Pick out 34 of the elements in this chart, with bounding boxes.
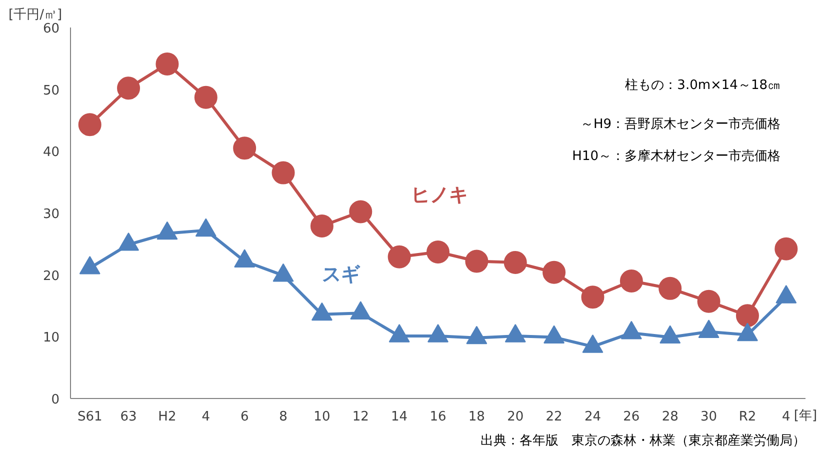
x-tick-label: 24 — [584, 410, 602, 424]
annotation: ～H9：吾野原木センター市売価格 — [580, 117, 780, 132]
x-tick-label: 10 — [314, 410, 330, 424]
x-tick-label: 26 — [623, 410, 640, 424]
y-tick-label: 10 — [42, 330, 60, 346]
y-tick-label: 40 — [42, 145, 60, 160]
x-tick-label: 22 — [546, 410, 562, 424]
x-tick-label: 14 — [391, 410, 408, 424]
x-tick-label: 63 — [120, 410, 137, 424]
x-tick-label: 8 — [279, 410, 288, 424]
source-note: 出典：各年版 東京の森林・林業（東京都産業労働局） — [480, 432, 806, 448]
annotation: 柱もの：3.0m×14～18㎝ — [625, 78, 781, 93]
x-tick-label: 20 — [507, 410, 524, 424]
x-tick-label: S61 — [77, 410, 102, 424]
y-tick-label: 60 — [42, 22, 60, 36]
x-tick-label: 12 — [352, 410, 369, 424]
y-tick-label: 50 — [42, 83, 60, 98]
x-tick-label: 6 — [240, 410, 249, 424]
x-tick-label: 30 — [700, 410, 718, 424]
x-tick-label: 18 — [468, 410, 485, 424]
x-tick-label: 4 — [782, 410, 790, 424]
text: ヒノキ — [410, 184, 468, 206]
x-tick-label: 28 — [662, 410, 678, 424]
y-tick-label: 0 — [51, 392, 60, 408]
x-axis-title: [年] — [794, 408, 818, 424]
y-axis-title: [千円/㎥] — [8, 8, 62, 22]
x-tick-label: R2 — [738, 410, 756, 424]
annotation: H10～：多摩木材センター市売価格 — [572, 149, 781, 164]
x-tick-label: 4 — [202, 410, 210, 424]
series-label: スギ — [322, 263, 361, 286]
x-tick-label: H2 — [158, 410, 176, 424]
y-tick-label: 20 — [42, 268, 60, 284]
x-tick-label: 16 — [430, 410, 446, 424]
y-tick-label: 30 — [42, 207, 60, 222]
